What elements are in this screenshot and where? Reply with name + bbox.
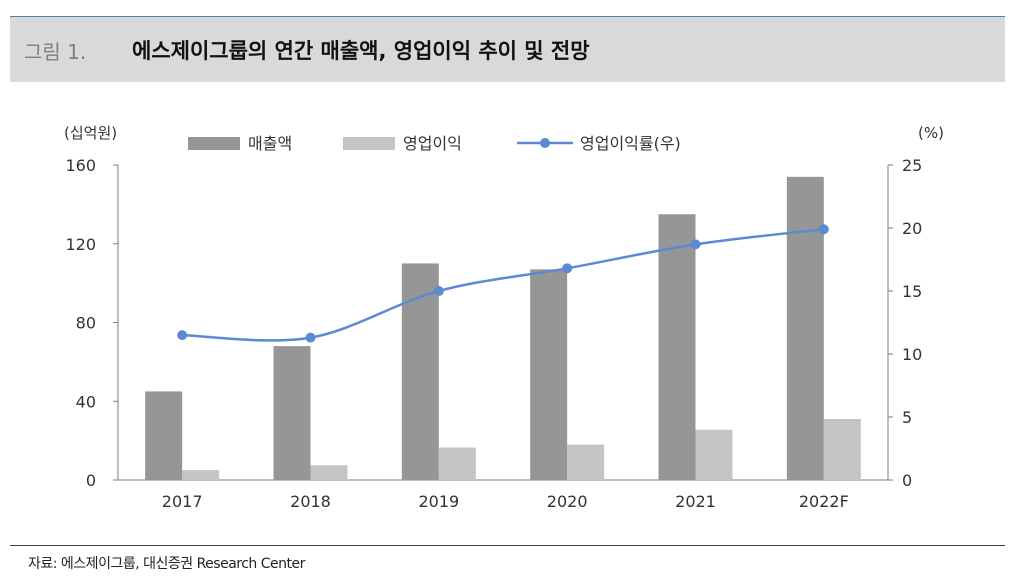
bar-revenue-2019 [401,263,439,480]
operating-margin-point-2021 [690,239,701,250]
bar-revenue-2020 [530,269,568,480]
figure-title-bar: 그림 1. 에스제이그룹의 연간 매출액, 영업이익 추이 및 전망 [10,16,1005,82]
operating-margin-point-2019 [433,286,444,296]
bar-operating-profit-2019 [438,447,476,480]
y-right-tick-label: 20 [902,219,922,238]
x-tick-label: 2019 [418,492,459,511]
bar-revenue-2022F [786,176,824,480]
x-tick-label: 2018 [290,492,331,511]
chart-legend: 매출액 영업이익 영업이익률(우) [188,134,681,153]
y-right-axis-label: (%) [918,124,944,142]
y-left-tick-label: 0 [86,471,96,490]
source-note: 자료: 에스제이그룹, 대신증권 Research Center [28,556,305,572]
y-left-tick-label: 160 [65,156,96,175]
bar-revenue-2018 [273,346,311,480]
bar-operating-profit-2020 [567,444,605,480]
y-right-tick-label: 15 [902,282,922,301]
y-right-tick-label: 25 [902,156,922,175]
legend-revenue-swatch [188,137,240,150]
x-tick-label: 2022F [799,492,849,511]
y-right-tick-label: 5 [902,408,912,427]
legend-operating-profit-swatch [343,137,395,150]
legend-operating-margin-marker [540,138,550,148]
operating-margin-point-2018 [305,332,316,343]
y-right-tick-label: 10 [902,345,922,364]
figure-number: 그림 1. [24,40,87,64]
bar-operating-profit-2021 [695,429,733,480]
x-tick-label: 2021 [675,492,716,511]
chart-bars [145,176,861,480]
x-tick-label: 2017 [162,492,203,511]
figure-title: 에스제이그룹의 연간 매출액, 영업이익 추이 및 전망 [132,39,590,63]
operating-margin-point-2022F [818,224,829,235]
chart: 0 40 80 120 160 0 5 10 15 20 25 (십억원) (%) 2017 2018 201… [64,124,944,511]
operating-margin-line [182,228,824,342]
y-right-tick-label: 0 [902,471,912,490]
footer-divider [10,545,1005,546]
y-left-tick-label: 120 [65,235,96,254]
operating-margin-point-2020 [562,263,573,274]
bar-revenue-2021 [658,214,696,480]
operating-margin-point-2017 [177,330,188,341]
bar-revenue-2017 [145,391,183,480]
bar-operating-profit-2018 [310,465,348,480]
y-left-axis-label: (십억원) [64,124,117,142]
y-left-tick-label: 40 [76,392,96,411]
legend-operating-profit-label: 영업이익 [403,134,462,153]
x-tick-label: 2020 [547,492,588,511]
legend-revenue-label: 매출액 [248,134,292,153]
bar-operating-profit-2022F [823,418,861,480]
chart-axes: 0 40 80 120 160 0 5 10 15 20 25 (십억원) (%) 2017 2018 201… [64,124,944,511]
bar-operating-profit-2017 [182,470,220,480]
y-left-tick-label: 80 [76,314,96,333]
chart-line [177,224,829,343]
legend-operating-margin-label: 영업이익률(우) [580,134,681,153]
